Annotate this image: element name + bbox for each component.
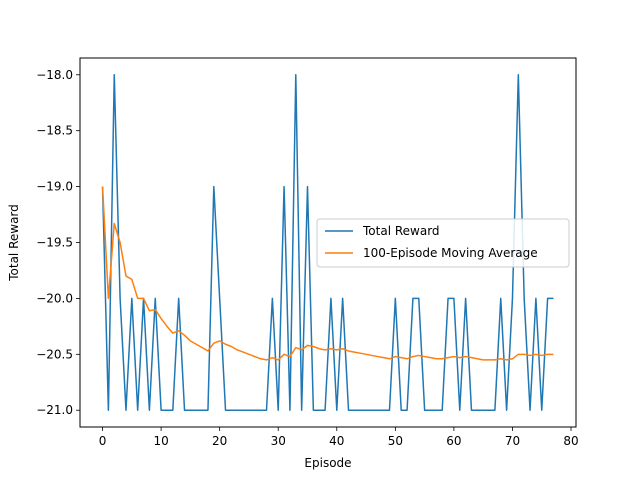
x-tick-label: 0 (99, 434, 107, 448)
series-line-1 (101, 186, 554, 361)
x-tick-label: 60 (446, 434, 461, 448)
x-tick-label: 50 (388, 434, 403, 448)
x-tick-label: 40 (329, 434, 344, 448)
y-tick-label: −18.0 (36, 68, 73, 82)
x-tick-label: 30 (271, 434, 286, 448)
y-tick-label: −20.5 (36, 347, 73, 361)
y-tick-label: −19.0 (36, 180, 73, 194)
x-tick-label: 80 (563, 434, 578, 448)
x-tick-label: 20 (212, 434, 227, 448)
y-tick-label: −20.0 (36, 291, 73, 305)
legend: Total Reward 100-Episode Moving Average (316, 218, 570, 268)
legend-box (316, 218, 570, 268)
x-tick-label: 70 (505, 434, 520, 448)
x-tick-label: 10 (153, 434, 168, 448)
x-axis-label: Episode (304, 456, 351, 470)
x-axis: 0 10 20 30 40 50 60 70 80 (99, 427, 579, 448)
series-line-0 (101, 74, 554, 411)
y-tick-label: −21.0 (36, 403, 73, 417)
y-tick-label: −19.5 (36, 236, 73, 250)
legend-label-moving-average: 100-Episode Moving Average (363, 246, 538, 260)
series-layer (101, 74, 554, 411)
y-tick-label: −18.5 (36, 124, 73, 138)
y-axis: −21.0 −20.5 −20.0 −19.5 −19.0 −18.5 −18.0 (36, 68, 80, 417)
legend-label-total-reward: Total Reward (362, 224, 440, 238)
y-axis-label: Total Reward (7, 204, 21, 282)
